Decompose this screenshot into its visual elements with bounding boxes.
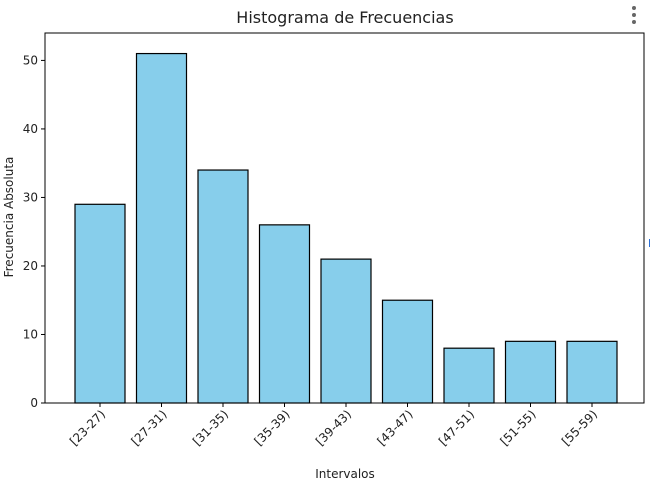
- bar: [566, 340, 618, 404]
- y-tick-label: 20: [23, 259, 38, 273]
- x-tick-label: [23-27): [67, 407, 108, 448]
- x-tick-label: [47-51): [436, 407, 477, 448]
- bars-group: [74, 52, 618, 404]
- y-axis-label: Frecuencia Absoluta: [2, 157, 16, 278]
- bar: [74, 203, 126, 404]
- edge-marker: [649, 239, 650, 247]
- x-tick-label: [27-31): [128, 407, 169, 448]
- bar: [504, 340, 557, 404]
- y-tick-label: 0: [30, 396, 38, 410]
- bar: [381, 299, 434, 404]
- plot-frame: [44, 32, 645, 404]
- bar: [443, 347, 495, 404]
- x-tick-label: [55-59): [559, 407, 600, 448]
- x-tick-label: [31-35): [190, 407, 231, 448]
- kebab-menu-icon[interactable]: [629, 4, 639, 28]
- x-axis-label: Intervalos: [315, 467, 375, 481]
- x-ticks-group: [23-27) [27-31) [31-35) [35-39) [39-43) [43-4…: [67, 403, 600, 448]
- y-ticks-group: 0 10 20 30 40 50: [23, 53, 45, 410]
- y-tick-label: 10: [23, 327, 38, 341]
- x-tick-label: [43-47): [374, 407, 415, 448]
- y-tick-label: 30: [23, 190, 38, 204]
- bar: [320, 258, 372, 404]
- x-tick-label: [51-55): [497, 407, 538, 448]
- y-tick-label: 50: [23, 53, 38, 67]
- bar: [258, 224, 311, 404]
- bar: [197, 169, 249, 404]
- x-tick-label: [39-43): [313, 407, 354, 448]
- chart-title: Histograma de Frecuencias: [236, 8, 453, 27]
- bar: [135, 52, 188, 404]
- x-tick-label: [35-39): [251, 407, 292, 448]
- y-tick-label: 40: [23, 122, 38, 136]
